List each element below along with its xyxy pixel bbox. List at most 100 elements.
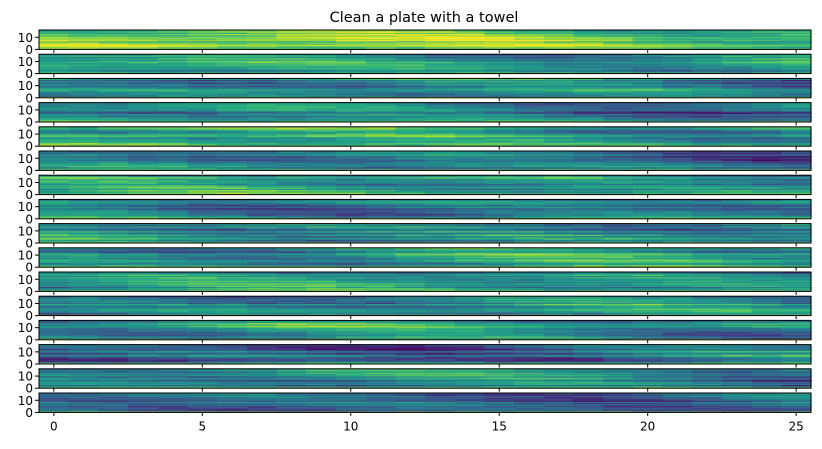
heatmap-cell	[98, 188, 129, 191]
heatmap-cell	[484, 238, 515, 240]
heatmap-cell	[365, 175, 396, 177]
heatmap-cell	[187, 138, 218, 141]
heatmap-cell	[603, 227, 634, 229]
heatmap-cell	[365, 151, 396, 153]
heatmap-cell	[187, 261, 218, 263]
heatmap-cell	[157, 103, 189, 106]
heatmap-cell	[573, 155, 604, 158]
heatmap-cell	[692, 111, 723, 113]
heatmap-cell	[573, 288, 604, 291]
heatmap-cell	[306, 118, 337, 120]
heatmap-cell	[98, 251, 129, 254]
heatmap-cell	[632, 273, 664, 275]
panel-frame	[38, 223, 812, 244]
heatmap-cell	[662, 111, 693, 113]
heatmap-cell	[365, 137, 396, 140]
heatmap-cell	[543, 68, 575, 71]
heatmap-cell	[514, 44, 545, 47]
heatmap-cell	[39, 32, 70, 35]
heatmap-cell	[187, 30, 218, 32]
heatmap-cell	[751, 210, 782, 212]
heatmap-cell	[246, 238, 278, 240]
heatmap-cell	[543, 105, 575, 107]
heatmap-cell	[395, 249, 426, 251]
heatmap-cell	[246, 233, 278, 235]
heatmap-cell	[514, 282, 545, 285]
heatmap-cell	[157, 227, 189, 229]
heatmap-cell	[187, 176, 218, 179]
heatmap-cell	[781, 153, 812, 156]
heatmap-cell	[157, 239, 189, 241]
heatmap-cell	[276, 164, 307, 166]
heatmap-cell	[98, 38, 129, 41]
heatmap-cell	[781, 118, 812, 120]
heatmap-cell	[662, 31, 693, 33]
heatmap-cell	[692, 210, 723, 212]
heatmap-cell	[187, 309, 218, 312]
heatmap-cell	[246, 90, 278, 93]
heatmap-cell	[484, 102, 515, 105]
heatmap-cell	[246, 40, 278, 43]
heatmap-cell	[484, 107, 515, 110]
heatmap-cell	[454, 62, 485, 65]
heatmap-cell	[98, 140, 129, 142]
heatmap-cell	[721, 37, 753, 39]
heatmap-cell	[128, 130, 159, 133]
heatmap-cell	[454, 309, 485, 312]
heatmap-cell	[573, 79, 604, 82]
heatmap-cell	[514, 256, 545, 258]
heatmap-cell	[39, 57, 70, 60]
heatmap-cell	[425, 167, 456, 170]
heatmap-cell	[484, 274, 515, 277]
heatmap-cell	[246, 280, 278, 283]
heatmap-cell	[335, 211, 367, 214]
heatmap-cell	[246, 263, 278, 266]
heatmap-cell	[39, 46, 70, 49]
heatmap-cell	[98, 102, 129, 105]
heatmap-cell	[128, 112, 159, 114]
heatmap-cell	[276, 117, 307, 119]
heatmap-cell	[68, 302, 99, 304]
heatmap-cell	[662, 33, 693, 36]
heatmap-cell	[395, 130, 426, 133]
heatmap-cell	[662, 278, 693, 280]
heatmap-cell	[98, 89, 129, 91]
heatmap-cell	[68, 90, 99, 93]
heatmap-cell	[246, 82, 278, 84]
heatmap-cell	[335, 282, 367, 285]
heatmap-cell	[98, 200, 129, 203]
heatmap-cell	[781, 313, 812, 315]
heatmap-cell	[484, 114, 515, 117]
heatmap-cell	[335, 209, 367, 211]
heatmap-cell	[484, 155, 515, 158]
heatmap-cell	[68, 63, 99, 66]
heatmap-cell	[306, 142, 337, 145]
heatmap-cell	[603, 34, 634, 37]
heatmap-cell	[98, 177, 129, 180]
heatmap-cell	[335, 192, 367, 194]
heatmap-cell	[157, 153, 189, 156]
heatmap-cell	[365, 180, 396, 182]
heatmap-cell	[335, 46, 367, 49]
heatmap-cell	[39, 61, 70, 64]
heatmap-cell	[662, 154, 693, 157]
heatmap-cell	[454, 142, 485, 145]
heatmap-cell	[573, 176, 604, 179]
heatmap-cell	[128, 40, 159, 43]
heatmap-cell	[217, 176, 248, 179]
heatmap-cell	[276, 151, 307, 153]
heatmap-cell	[365, 112, 396, 114]
heatmap-cell	[751, 309, 782, 312]
heatmap-cell	[573, 233, 604, 235]
heatmap-cell	[573, 159, 604, 162]
heatmap-cell	[514, 288, 545, 291]
heatmap-cell	[721, 258, 753, 261]
heatmap-cell	[484, 113, 515, 116]
heatmap-cell	[246, 264, 278, 267]
heatmap-cell	[514, 236, 545, 239]
heatmap-cell	[306, 136, 337, 139]
heatmap-cell	[514, 181, 545, 183]
heatmap-cell	[157, 136, 189, 139]
heatmap-cell	[543, 256, 575, 258]
heatmap-cell	[514, 215, 545, 217]
